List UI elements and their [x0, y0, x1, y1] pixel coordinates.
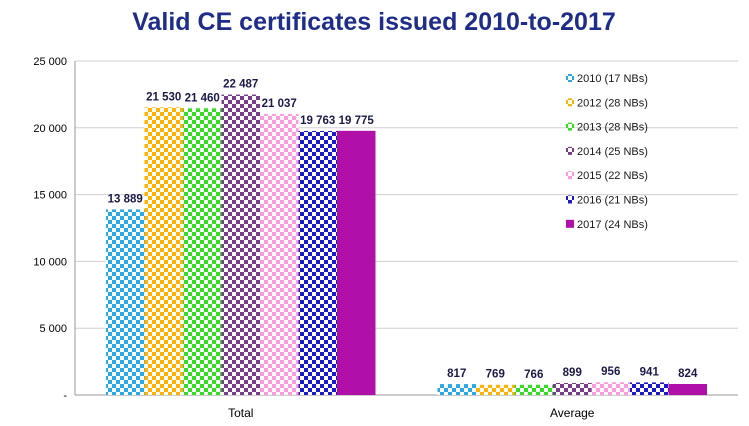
bar-average-3: [553, 382, 592, 395]
data-label: 769: [486, 369, 505, 381]
data-label: 824: [678, 368, 698, 380]
data-label: 941: [640, 366, 660, 378]
data-label: 22 487: [223, 79, 258, 91]
data-label: 13 889: [108, 193, 143, 205]
legend-swatch: [566, 146, 574, 155]
bar-average-6: [668, 383, 707, 395]
bar-total-5: [298, 130, 337, 396]
data-label: 19 775: [339, 115, 375, 127]
y-axis-ticks: - 5 000 10 000 15 000 20 000 25 000: [33, 56, 67, 402]
bars: [106, 94, 707, 396]
legend-entry: 2015 (22 NBs): [577, 170, 648, 182]
data-label: 766: [524, 369, 543, 381]
bar-total-2: [183, 108, 222, 395]
legend-entry: 2014 (25 NBs): [577, 146, 648, 158]
bar-average-1: [476, 384, 515, 395]
data-label: 19 763: [300, 115, 335, 127]
y-tick-label: 10 000: [33, 256, 67, 268]
bar-total-4: [260, 113, 299, 395]
bar-total-3: [221, 94, 260, 396]
legend-entry: 2013 (28 NBs): [577, 122, 648, 134]
y-tick-label: 15 000: [33, 190, 67, 202]
bar-total-1: [144, 107, 183, 396]
bar-total-0: [106, 209, 145, 395]
x-category-label: Total: [228, 406, 253, 420]
bar-total-6: [337, 130, 376, 395]
x-axis-categories: Total Average: [228, 406, 595, 420]
legend-swatch: [566, 98, 574, 107]
legend-entry: 2012 (28 NBs): [577, 97, 648, 109]
bar-average-5: [630, 382, 669, 395]
bar-average-4: [591, 382, 630, 395]
data-label: 956: [601, 366, 620, 378]
y-tick-label: 20 000: [33, 123, 67, 135]
bar-average-0: [437, 384, 476, 395]
legend: 2010 (17 NBs) 2012 (28 NBs) 2013 (28 NBs) 2…: [566, 73, 648, 231]
legend-entry: 2017 (24 NBs): [577, 219, 648, 231]
y-tick-label: 25 000: [33, 56, 67, 68]
data-label: 817: [447, 368, 466, 380]
data-label: 21 530: [146, 91, 181, 103]
y-tick-label: 5 000: [39, 323, 67, 335]
bar-average-2: [514, 384, 553, 395]
legend-swatch: [566, 171, 574, 180]
data-label: 899: [563, 367, 582, 379]
data-label: 21 460: [185, 92, 220, 104]
x-category-label: Average: [550, 406, 595, 420]
legend-swatch: [566, 122, 574, 131]
legend-swatch: [566, 195, 574, 204]
y-tick-label: -: [63, 390, 67, 402]
data-label: 21 037: [262, 98, 297, 110]
chart-title: Valid CE certificates issued 2010-to-201…: [132, 8, 616, 36]
legend-swatch: [566, 219, 574, 228]
legend-entry: 2016 (21 NBs): [577, 195, 648, 207]
legend-entry: 2010 (17 NBs): [577, 73, 648, 85]
legend-swatch: [566, 74, 574, 82]
